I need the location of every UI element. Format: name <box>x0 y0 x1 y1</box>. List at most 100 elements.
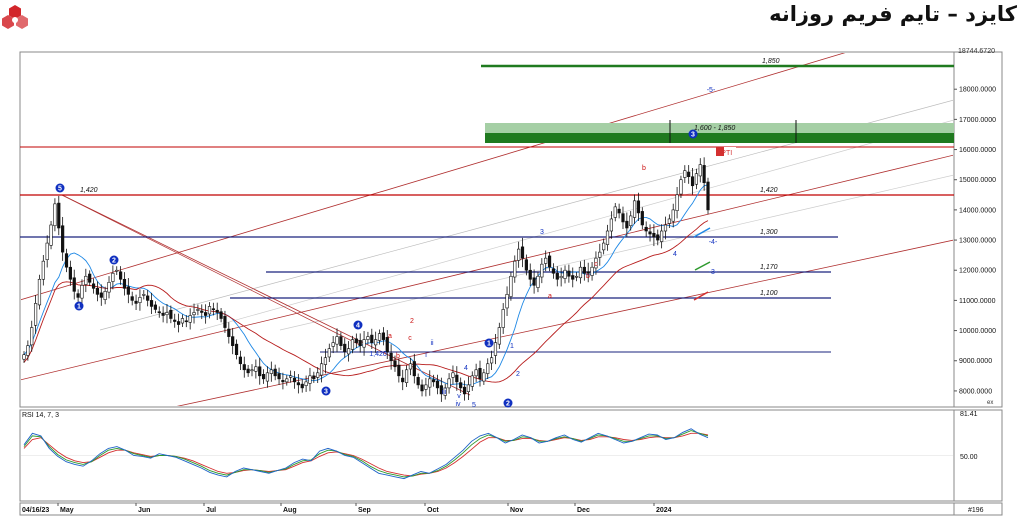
candle <box>374 331 378 353</box>
y-tick-label: 17000.0000 <box>959 117 996 124</box>
x-tick-label: Jun <box>138 507 150 514</box>
candle <box>138 289 142 311</box>
candle <box>470 371 474 391</box>
candle <box>459 377 463 393</box>
candle <box>250 364 254 377</box>
wave-label-circled: 2 <box>503 398 513 408</box>
tpti-badge: TPTI <box>716 147 736 157</box>
time-axis-frame <box>19 502 955 516</box>
candle <box>211 302 215 316</box>
y-tick-label: 18000.0000 <box>959 87 996 94</box>
candle <box>53 198 57 232</box>
candle <box>80 279 84 305</box>
candle <box>617 203 621 219</box>
wave-label-plain: 1,420 <box>369 351 387 358</box>
candle <box>289 370 293 383</box>
rsi-indicator <box>21 428 953 480</box>
candle <box>277 367 281 385</box>
svg-text:2: 2 <box>112 258 116 265</box>
candle <box>99 284 103 306</box>
candle <box>180 314 185 328</box>
candle <box>609 211 613 239</box>
wave-label-plain: 3 <box>540 229 544 236</box>
rsi-axis-frame <box>953 409 1003 502</box>
candle <box>377 329 382 345</box>
candle <box>416 373 420 389</box>
x-tick-label: Nov <box>510 507 523 514</box>
rsi-green-line <box>23 430 709 478</box>
wave-label-plain: iv <box>455 401 461 408</box>
candle <box>559 267 563 287</box>
candle <box>204 304 208 324</box>
candle <box>219 308 223 323</box>
candle <box>532 269 536 294</box>
candle <box>455 366 459 391</box>
candle <box>41 254 45 286</box>
wave-label-plain: 4 <box>673 251 677 258</box>
candle <box>223 310 227 333</box>
candle <box>517 241 521 268</box>
candle <box>555 266 559 287</box>
candle <box>698 158 702 183</box>
wave-label-plain: v <box>457 393 461 400</box>
candle <box>489 350 494 371</box>
candle <box>439 377 443 402</box>
candle <box>22 351 26 363</box>
candle <box>142 290 146 300</box>
wave-label-plain: c <box>594 261 598 268</box>
wave-label-circled: 1 <box>74 301 84 311</box>
rsi-last-value: 81.41 <box>960 411 978 418</box>
wave-label-plain: b <box>586 273 590 280</box>
red-hexagon-flower-logo <box>2 5 28 29</box>
candle <box>447 373 451 394</box>
candle <box>671 203 675 228</box>
candle <box>316 367 320 384</box>
svg-text:1: 1 <box>77 304 81 311</box>
candle <box>146 289 150 307</box>
rsi-blue-line <box>23 428 709 480</box>
candle <box>675 187 679 219</box>
y-tick-label: 11000.0000 <box>959 298 996 305</box>
candle <box>575 272 579 282</box>
candle <box>88 270 92 286</box>
candle <box>598 243 602 266</box>
time-axis: May Jun Jul Aug Sep Oct Nov Dec 2024 <box>57 503 672 514</box>
candle <box>563 265 567 284</box>
candle <box>474 363 478 382</box>
rsi-red-line <box>23 432 709 477</box>
downtrend-line <box>61 194 361 346</box>
svg-text:TPTI: TPTI <box>717 150 732 157</box>
channel-line <box>21 154 953 381</box>
candle <box>404 365 409 388</box>
candle <box>285 375 289 386</box>
candle <box>165 303 169 324</box>
candle <box>482 368 486 385</box>
candle <box>215 302 219 321</box>
price-axis-small-label: ex <box>987 400 993 406</box>
candle <box>261 369 266 384</box>
wave-label-plain: -5- <box>707 87 716 94</box>
candle <box>366 331 370 345</box>
candle <box>84 268 88 293</box>
x-tick-label: Oct <box>427 507 439 514</box>
candle <box>590 262 594 281</box>
candle <box>149 292 154 314</box>
candle <box>115 266 119 275</box>
candle <box>501 303 505 334</box>
candle <box>327 343 331 363</box>
candle <box>443 383 447 400</box>
candle <box>370 328 374 349</box>
candle <box>544 250 548 272</box>
y-tick-label: 10000.0000 <box>959 328 996 335</box>
y-tick-label: 8000.0000 <box>959 388 992 395</box>
x-tick-label: Aug <box>283 507 297 514</box>
candle <box>493 334 498 365</box>
candle <box>312 371 316 383</box>
wave-label-plain: 5 <box>472 402 476 409</box>
candle <box>462 380 467 401</box>
candle <box>594 251 598 275</box>
candle <box>64 248 69 273</box>
level-1300-label: 1,300 <box>760 229 778 236</box>
wave-label-circled: 3 <box>321 386 331 396</box>
